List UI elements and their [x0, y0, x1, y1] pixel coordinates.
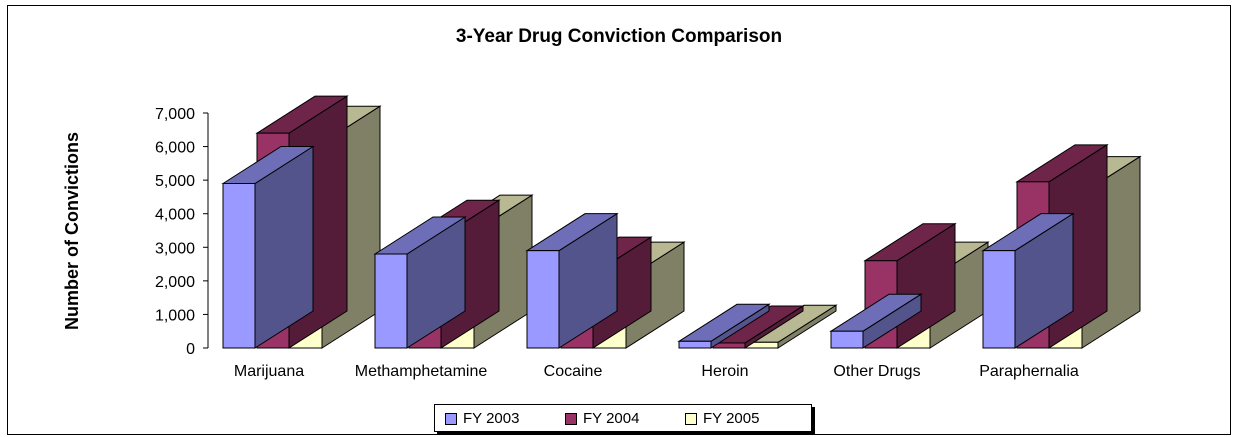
x-tick-label: Marijuana — [234, 363, 304, 380]
bar-front — [222, 183, 256, 349]
legend-item-fy2004: FY 2004 — [565, 410, 639, 427]
chart-title: 3-Year Drug Conviction Comparison — [455, 26, 783, 47]
y-tick-label: 5,000 — [155, 173, 195, 190]
bar-fy-2003-cocaine — [525, 212, 619, 349]
bar-fy-2003-paraphernalia — [981, 212, 1075, 349]
x-tick-label: Methamphetamine — [355, 363, 488, 380]
bar-fy-2003-other-drugs — [829, 293, 923, 349]
bars — [221, 95, 1142, 349]
y-tick-label: 1,000 — [155, 307, 195, 324]
bar-front — [374, 253, 408, 349]
y-tick-label: 6,000 — [155, 140, 195, 157]
y-axis-title: Number of Convictions — [62, 132, 82, 330]
y-tick-label: 0 — [186, 341, 195, 358]
legend-item-fy2003: FY 2003 — [445, 410, 519, 427]
legend-swatch-fy2004 — [565, 412, 577, 425]
y-tick-label: 4,000 — [155, 207, 195, 224]
x-tick-label: Paraphernalia — [979, 363, 1079, 380]
bar-front — [526, 250, 560, 349]
legend-label-fy2003: FY 2003 — [463, 410, 520, 427]
x-axis-labels: Marijuana Methamphetamine Cocaine Heroin Oth… — [234, 363, 1079, 380]
bar-fy-2003-heroin — [677, 303, 771, 349]
y-tick-label: 2,000 — [155, 274, 195, 291]
bar-front — [678, 340, 712, 349]
x-tick-label: Heroin — [701, 363, 748, 380]
x-tick-label: Cocaine — [544, 363, 603, 380]
y-tick-label: 3,000 — [155, 240, 195, 257]
bar-front — [830, 330, 864, 349]
legend-label-fy2004: FY 2004 — [583, 410, 640, 427]
x-tick-label: Other Drugs — [833, 363, 920, 380]
bar-fy-2003-methamphetamine — [373, 216, 467, 349]
legend: FY 2003 FY 2004 FY 2005 — [434, 404, 812, 432]
y-tick-label: 7,000 — [155, 106, 195, 123]
legend-label-fy2005: FY 2005 — [703, 410, 760, 427]
y-axis: 0 1,000 2,000 3,000 4,000 5,000 6,000 7,000 — [155, 106, 209, 358]
bar-fy-2003-marijuana — [221, 145, 315, 349]
legend-item-fy2005: FY 2005 — [685, 410, 759, 427]
legend-swatch-fy2003 — [445, 412, 457, 425]
legend-swatch-fy2005 — [685, 412, 697, 425]
bar-front — [982, 250, 1016, 349]
